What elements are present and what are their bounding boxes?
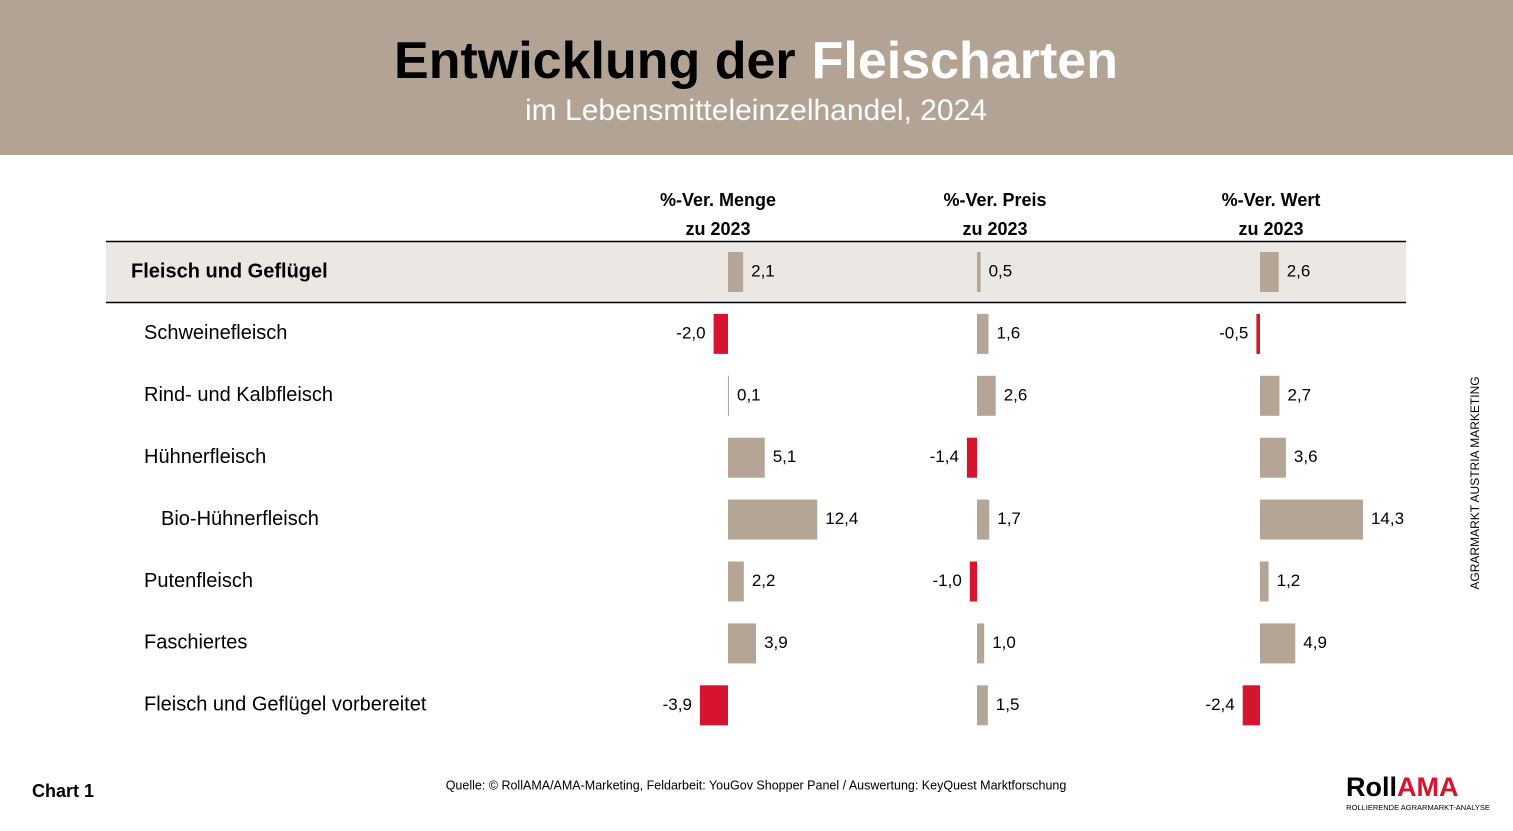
column-header: zu 2023	[962, 219, 1027, 239]
value-label: 3,9	[764, 633, 788, 652]
row-label: Fleisch und Geflügel vorbereitet	[144, 694, 427, 716]
value-label: 5,1	[773, 447, 797, 466]
bar	[728, 623, 757, 664]
bar	[969, 561, 977, 602]
logo-part: Roll	[1346, 772, 1397, 802]
bar	[1242, 685, 1260, 726]
bar	[699, 685, 728, 726]
title-part: Entwicklung der	[394, 32, 796, 90]
bar	[977, 375, 996, 416]
value-label: 2,2	[752, 571, 776, 590]
value-label: -1,0	[933, 571, 962, 590]
bar	[977, 499, 990, 540]
value-label: 2,6	[1287, 261, 1311, 280]
bar	[1260, 499, 1363, 540]
bar	[977, 623, 985, 664]
value-label: 2,6	[1004, 385, 1028, 404]
logo: RollAMA	[1346, 772, 1459, 802]
chart-title: Entwicklung der Fleischarten	[394, 32, 1118, 90]
value-label: 2,7	[1287, 385, 1311, 404]
value-label: -2,4	[1205, 695, 1234, 714]
value-label: -3,9	[663, 695, 692, 714]
row-label: Faschiertes	[144, 632, 247, 654]
bar	[1260, 561, 1269, 602]
column-header: zu 2023	[1238, 219, 1303, 239]
bar	[1260, 375, 1280, 416]
value-label: -0,5	[1219, 323, 1248, 342]
value-label: 12,4	[825, 509, 858, 528]
value-label: 1,5	[996, 695, 1020, 714]
bar	[713, 313, 728, 354]
header-band	[0, 0, 1513, 155]
bar	[1260, 252, 1279, 292]
value-label: 4,9	[1303, 633, 1327, 652]
row-label: Hühnerfleisch	[144, 446, 266, 468]
value-label: -2,0	[676, 323, 705, 342]
bar	[977, 685, 988, 726]
bar	[1260, 437, 1286, 478]
value-label: 1,6	[997, 323, 1021, 342]
source: Quelle: © RollAMA/AMA-Marketing, Feldarb…	[446, 778, 1067, 792]
bar	[728, 252, 744, 292]
column-header: %-Ver. Wert	[1222, 190, 1321, 210]
value-label: 0,5	[989, 261, 1013, 280]
bar	[728, 375, 729, 416]
value-label: 1,2	[1277, 571, 1301, 590]
bar	[728, 499, 818, 540]
bar	[728, 561, 744, 602]
value-label: 3,6	[1294, 447, 1318, 466]
value-label: 1,7	[997, 509, 1021, 528]
value-label: 1,0	[992, 633, 1016, 652]
column-header: %-Ver. Menge	[660, 190, 776, 210]
row-label: Fleisch und Geflügel	[131, 260, 328, 282]
highlight-row	[106, 242, 1406, 302]
row-label: Rind- und Kalbfleisch	[144, 384, 333, 406]
value-label: 0,1	[737, 385, 761, 404]
bar	[966, 437, 977, 478]
chart-label: Chart 1	[32, 781, 94, 801]
bar	[1260, 623, 1296, 664]
logo-tagline: ROLLIERENDE AGRARMARKT-ANALYSE	[1346, 803, 1490, 812]
bar	[1256, 313, 1260, 354]
side-label: AGRARMARKT AUSTRIA MARKETING	[1468, 376, 1482, 589]
row-label: Schweinefleisch	[144, 322, 287, 344]
value-label: 14,3	[1371, 509, 1404, 528]
row-label: Putenfleisch	[144, 570, 253, 592]
column-header: zu 2023	[685, 219, 750, 239]
logo-part: AMA	[1397, 772, 1459, 802]
value-label: -1,4	[930, 447, 959, 466]
value-label: 2,1	[751, 261, 775, 280]
bar	[728, 437, 765, 478]
chart-subtitle: im Lebensmitteleinzelhandel, 2024	[525, 94, 987, 127]
bar	[977, 252, 981, 292]
title-highlight: Fleischarten	[812, 32, 1118, 90]
bar	[977, 313, 989, 354]
column-header: %-Ver. Preis	[943, 190, 1046, 210]
row-label: Bio-Hühnerfleisch	[161, 508, 319, 530]
